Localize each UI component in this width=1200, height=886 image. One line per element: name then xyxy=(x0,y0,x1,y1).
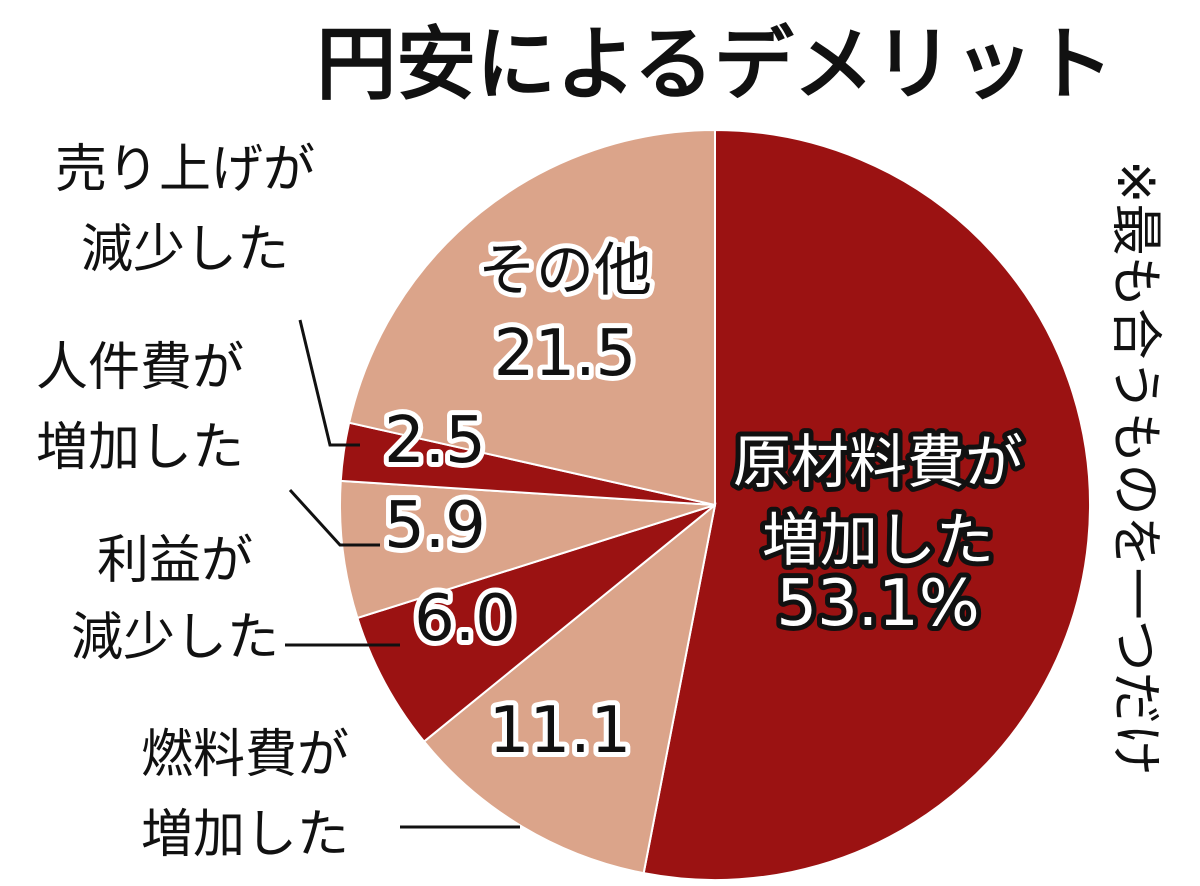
slice-label: 増加した xyxy=(36,418,244,478)
leader-lines xyxy=(285,319,520,829)
slice-value-label: 6.0 xyxy=(414,582,516,656)
slice-label: 燃料費が xyxy=(141,725,349,785)
slice-value-label: 11.1 xyxy=(489,694,632,768)
slice-label: 増加した xyxy=(762,506,994,574)
survey-note: ※最も合うものを一つだけ xyxy=(1105,160,1165,776)
slice-label: 売り上げが xyxy=(55,140,315,200)
pie-slice xyxy=(642,128,1091,881)
slice-label: 増加した xyxy=(141,805,349,865)
pie-slice xyxy=(422,502,717,875)
pie-slice xyxy=(356,504,716,743)
slice-label: その他 xyxy=(478,236,652,304)
pie-slice xyxy=(347,128,716,507)
slice-label: 人件費が xyxy=(36,338,244,398)
slice-label: 減少した xyxy=(71,608,279,668)
slice-value-label: 21.5 xyxy=(494,317,637,391)
chart-title: 円安によるデメリット xyxy=(316,18,1114,111)
slice-label: 原材料費が xyxy=(733,428,1023,496)
slice-label: 利益が xyxy=(97,531,253,591)
pie-slice xyxy=(339,479,716,620)
leader-line xyxy=(298,319,360,447)
slice-value-label: 2.5 xyxy=(384,404,486,478)
pie-slices xyxy=(339,128,1091,881)
leader-line xyxy=(288,488,380,547)
slice-label: 減少した xyxy=(81,220,289,280)
slice-value-label: 5.9 xyxy=(384,489,486,563)
slice-value-label: 53.1% xyxy=(776,567,979,641)
